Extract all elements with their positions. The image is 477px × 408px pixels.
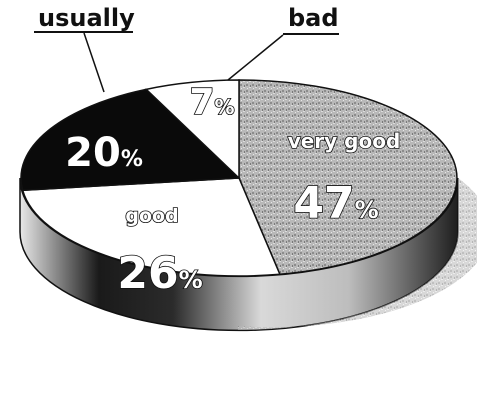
callout-label-bad: bad [288, 4, 339, 32]
slice-value-bad: 7% [189, 82, 234, 123]
slice-value-very-good: 47% [293, 178, 378, 229]
pie-side-texture [238, 178, 477, 331]
pie-slice-usually [20, 88, 241, 192]
slice-value-usually: 20% [65, 130, 143, 176]
pie-slice-good [21, 177, 281, 277]
slice-label-good: good [125, 205, 178, 227]
pie-slices [20, 79, 458, 277]
callout-label-usually: usually [38, 4, 135, 32]
slice-value-good: 26% [117, 248, 202, 299]
callout-leader-bad [227, 34, 284, 81]
pie-slice-bad [144, 79, 240, 180]
pie-slice-very-good [238, 79, 458, 276]
slice-label-very-good: very good [288, 129, 401, 153]
pie-labels: very good 47% good 26% 20% 7% usually ba… [34, 4, 401, 300]
callout-leader-usually [83, 32, 105, 93]
